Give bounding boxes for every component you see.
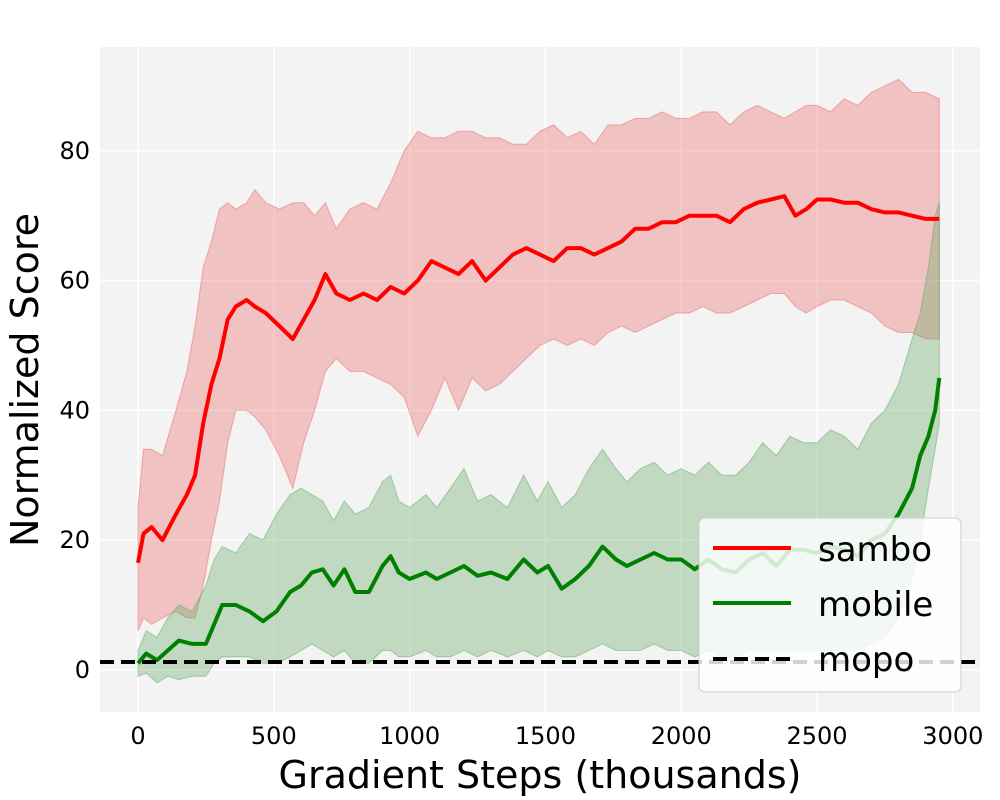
y-tick-label: 40 bbox=[59, 396, 90, 424]
legend-box bbox=[698, 517, 962, 693]
legend: sambo mobile mopo bbox=[698, 517, 962, 693]
x-tick-label: 1500 bbox=[515, 722, 576, 750]
y-tick-label: 0 bbox=[75, 656, 90, 684]
y-tick-label: 60 bbox=[59, 267, 90, 295]
x-tick-label: 3000 bbox=[922, 722, 983, 750]
y-axis-label: Normalized Score bbox=[3, 213, 47, 547]
x-tick-label: 2500 bbox=[786, 722, 847, 750]
x-axis-ticks: 0 500 1000 1500 2000 2500 3000 bbox=[130, 722, 983, 750]
x-tick-label: 0 bbox=[130, 722, 145, 750]
line-sambo bbox=[136, 194, 940, 564]
x-tick-label: 1000 bbox=[379, 722, 440, 750]
legend-label-sambo: sambo bbox=[818, 530, 932, 570]
legend-label-mopo: mopo bbox=[818, 640, 914, 680]
x-axis-label: Gradient Steps (thousands) bbox=[279, 753, 802, 797]
x-tick-label: 500 bbox=[251, 722, 297, 750]
y-axis-ticks: 0 20 40 60 80 bbox=[59, 137, 90, 684]
y-tick-label: 80 bbox=[59, 137, 90, 165]
legend-label-mobile: mobile bbox=[818, 585, 933, 625]
y-tick-label: 20 bbox=[59, 526, 90, 554]
grid bbox=[100, 47, 980, 712]
x-tick-label: 2000 bbox=[651, 722, 712, 750]
